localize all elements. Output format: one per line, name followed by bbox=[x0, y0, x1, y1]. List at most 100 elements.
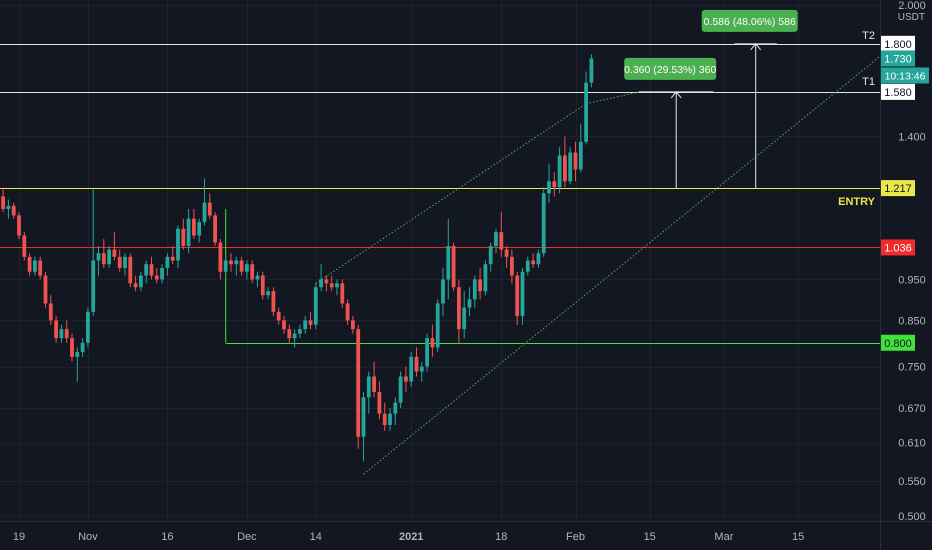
candle-body bbox=[510, 257, 514, 276]
candle-body bbox=[319, 279, 323, 287]
candle-body bbox=[298, 329, 302, 333]
candle-body bbox=[563, 155, 567, 181]
candle-body bbox=[552, 181, 556, 187]
candle-body bbox=[462, 308, 466, 330]
y-tick-label: 0.950 bbox=[898, 274, 926, 286]
level-price-label: 1.580 bbox=[884, 87, 912, 99]
candle-body bbox=[60, 329, 64, 338]
x-tick-label[interactable]: 2021 bbox=[399, 531, 423, 543]
candle-body bbox=[393, 403, 397, 414]
entry-marker: ENTRY bbox=[838, 196, 876, 208]
candle-body bbox=[229, 261, 233, 265]
candle-body bbox=[494, 232, 498, 246]
x-tick-label[interactable]: Dec bbox=[237, 531, 257, 543]
x-tick-label[interactable]: Feb bbox=[566, 531, 585, 543]
y-tick-label: 0.500 bbox=[898, 511, 926, 523]
candle-body bbox=[277, 312, 281, 321]
candle-body bbox=[213, 215, 217, 242]
candle-body bbox=[97, 253, 101, 260]
candle-body bbox=[446, 246, 450, 279]
candle-body bbox=[531, 261, 535, 265]
candle-body bbox=[436, 303, 440, 347]
candle-body bbox=[49, 303, 53, 320]
countdown-label: 10:13:46 bbox=[885, 70, 926, 82]
measure-callout-label: 0.360 (29.53%) 360 bbox=[624, 64, 716, 76]
candle-body bbox=[7, 206, 11, 209]
candle-body bbox=[224, 261, 228, 272]
candle-body bbox=[44, 276, 48, 304]
y-tick-label: 0.610 bbox=[898, 438, 926, 450]
candle-body bbox=[473, 279, 477, 299]
candle-body bbox=[240, 261, 244, 272]
x-tick-label[interactable]: 15 bbox=[644, 531, 656, 543]
y-tick-label: 0.850 bbox=[898, 315, 926, 327]
y-tick-label: 0.670 bbox=[898, 403, 926, 415]
candle-body bbox=[309, 320, 313, 324]
candle-body bbox=[372, 377, 376, 392]
candle-body bbox=[378, 392, 382, 414]
candle-body bbox=[420, 367, 424, 372]
level-price-label: 1.036 bbox=[884, 242, 912, 254]
candle-body bbox=[102, 253, 106, 264]
x-tick-label[interactable]: 19 bbox=[13, 531, 25, 543]
candle-body bbox=[425, 338, 429, 366]
candle-body bbox=[399, 377, 403, 403]
candle-body bbox=[515, 276, 519, 317]
candle-body bbox=[415, 357, 419, 372]
candle-body bbox=[489, 246, 493, 264]
candle-body bbox=[160, 268, 164, 279]
candle-body bbox=[203, 203, 207, 222]
candle-body bbox=[81, 343, 85, 352]
candle-body bbox=[340, 283, 344, 303]
candle-body bbox=[521, 272, 525, 316]
x-tick-label[interactable]: Mar bbox=[714, 531, 733, 543]
y-tick-label: 1.400 bbox=[898, 131, 926, 143]
x-tick-label[interactable]: 18 bbox=[495, 531, 507, 543]
level-price-label: 1.217 bbox=[884, 183, 912, 195]
candle-body bbox=[314, 287, 318, 325]
candle-body bbox=[208, 203, 212, 216]
measure-callout-label: 0.586 (48.06%) 586 bbox=[704, 16, 796, 28]
candle-body bbox=[150, 264, 154, 275]
x-tick-label[interactable]: 14 bbox=[310, 531, 322, 543]
candle-body bbox=[579, 142, 583, 170]
candle-body bbox=[171, 257, 175, 261]
candle-body bbox=[346, 303, 350, 320]
candle-body bbox=[75, 352, 79, 357]
candle-body bbox=[584, 83, 588, 142]
candle-body bbox=[166, 257, 170, 268]
candle-body bbox=[325, 279, 329, 283]
candle-body bbox=[192, 219, 196, 236]
candle-body bbox=[505, 250, 509, 257]
candle-body bbox=[123, 257, 127, 268]
last-price-label: 1.730 bbox=[884, 53, 912, 65]
candle-body bbox=[176, 229, 180, 261]
candle-body bbox=[155, 276, 159, 280]
target-2-marker: T2 bbox=[862, 30, 875, 42]
candle-body bbox=[1, 196, 5, 209]
candle-body bbox=[250, 264, 254, 279]
x-tick-label[interactable]: 15 bbox=[792, 531, 804, 543]
candle-body bbox=[144, 264, 148, 275]
candle-body bbox=[197, 222, 201, 236]
candle-body bbox=[266, 291, 270, 295]
x-tick-label[interactable]: 16 bbox=[161, 531, 173, 543]
candle-body bbox=[330, 283, 334, 287]
candle-body bbox=[558, 155, 562, 187]
candle-body bbox=[383, 414, 387, 425]
candle-body bbox=[22, 236, 26, 257]
candle-body bbox=[293, 334, 297, 339]
candle-body bbox=[139, 276, 143, 288]
candle-body bbox=[478, 279, 482, 291]
x-tick-label[interactable]: Nov bbox=[78, 531, 98, 543]
level-price-label: 1.800 bbox=[884, 39, 912, 51]
candle-body bbox=[526, 261, 530, 272]
candle-body bbox=[431, 338, 435, 347]
candle-body bbox=[404, 377, 408, 382]
candle-body bbox=[388, 414, 392, 425]
y-tick-label: 0.750 bbox=[898, 362, 926, 374]
candle-body bbox=[441, 279, 445, 303]
candle-body bbox=[128, 257, 132, 283]
